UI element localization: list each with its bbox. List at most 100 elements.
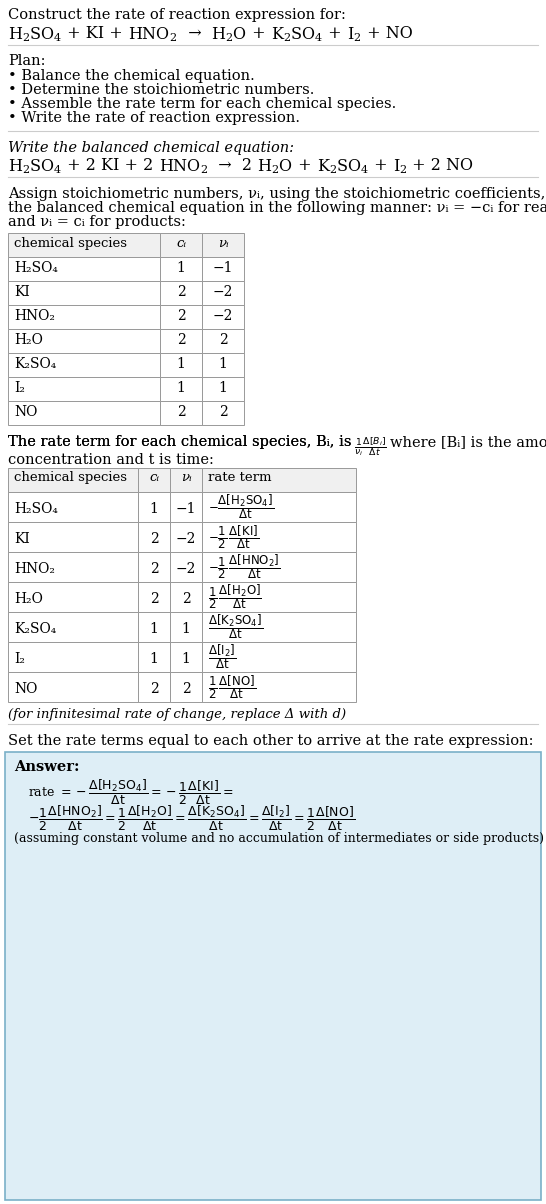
Text: −2: −2 [176, 562, 196, 576]
Bar [160, 234, 202, 256]
Bar [202, 468, 356, 492]
Bar [170, 642, 202, 672]
Text: νᵢ: νᵢ [218, 237, 228, 250]
Text: • Balance the chemical equation.: • Balance the chemical equation. [8, 69, 255, 83]
Text: −2: −2 [213, 309, 233, 323]
Bar [5, 752, 541, 1200]
Text: The rate term for each chemical species, Bᵢ, is: The rate term for each chemical species,… [8, 435, 352, 449]
Text: + NO: + NO [361, 25, 412, 42]
Bar [8, 492, 138, 523]
Text: Construct the rate of reaction expression for:: Construct the rate of reaction expressio… [8, 8, 346, 22]
Text: $\mathdefault{H_2SO_4}$: $\mathdefault{H_2SO_4}$ [8, 25, 62, 43]
Bar [170, 551, 202, 582]
Text: + 2 NO: + 2 NO [407, 157, 473, 175]
Bar [160, 305, 202, 329]
Text: Set the rate terms equal to each other to arrive at the rate expression:: Set the rate terms equal to each other t… [8, 734, 533, 748]
Bar [202, 582, 356, 612]
Bar [160, 329, 202, 353]
Text: and νᵢ = cᵢ for products:: and νᵢ = cᵢ for products: [8, 216, 186, 229]
Text: 2: 2 [176, 405, 186, 419]
Text: 2: 2 [176, 285, 186, 299]
Bar [202, 305, 244, 329]
Bar [8, 523, 138, 551]
Text: Write the balanced chemical equation:: Write the balanced chemical equation: [8, 141, 294, 155]
Text: I₂: I₂ [14, 380, 25, 395]
Text: Answer:: Answer: [14, 760, 80, 774]
Bar [170, 672, 202, 702]
Text: 1: 1 [182, 653, 191, 666]
Bar [8, 642, 138, 672]
Text: $\mathdefault{HNO_2}$: $\mathdefault{HNO_2}$ [159, 157, 208, 176]
Text: 2: 2 [176, 334, 186, 347]
Text: The rate term for each chemical species, Bᵢ, is: The rate term for each chemical species,… [8, 435, 352, 449]
Text: NO: NO [14, 405, 37, 419]
Text: $\mathdefault{H_2O}$: $\mathdefault{H_2O}$ [211, 25, 247, 43]
Text: $\mathdefault{K_2SO_4}$: $\mathdefault{K_2SO_4}$ [317, 157, 369, 176]
Bar [202, 353, 244, 377]
Text: 2: 2 [150, 592, 158, 606]
Text: 1: 1 [150, 653, 158, 666]
Text: −2: −2 [176, 532, 196, 545]
Bar [170, 492, 202, 523]
Bar [170, 582, 202, 612]
Text: concentration and t is time:: concentration and t is time: [8, 453, 214, 467]
Bar [202, 281, 244, 305]
Text: HNO₂: HNO₂ [14, 309, 55, 323]
Text: chemical species: chemical species [14, 237, 127, 250]
Bar [8, 401, 160, 425]
Bar [8, 468, 138, 492]
Text: + KI +: + KI + [62, 25, 128, 42]
Bar [202, 256, 244, 281]
Text: 1: 1 [176, 261, 186, 275]
Text: 1: 1 [150, 622, 158, 636]
Text: 2: 2 [182, 592, 191, 606]
Bar [202, 329, 244, 353]
Bar [170, 612, 202, 642]
Text: (assuming constant volume and no accumulation of intermediates or side products): (assuming constant volume and no accumul… [14, 832, 544, 845]
Bar [202, 523, 356, 551]
Text: 1: 1 [218, 380, 228, 395]
Text: K₂SO₄: K₂SO₄ [14, 622, 56, 636]
Bar [8, 582, 138, 612]
Bar [160, 377, 202, 401]
Bar [202, 234, 244, 256]
Bar [202, 401, 244, 425]
Text: $\mathdefault{H_2SO_4}$: $\mathdefault{H_2SO_4}$ [8, 157, 62, 176]
Text: Assign stoichiometric numbers, νᵢ, using the stoichiometric coefficients, cᵢ, fr: Assign stoichiometric numbers, νᵢ, using… [8, 187, 546, 201]
Bar [8, 551, 138, 582]
Text: H₂SO₄: H₂SO₄ [14, 261, 58, 275]
Bar [202, 672, 356, 702]
Text: $\dfrac{\Delta[\rm K_2SO_4]}{\Delta t}$: $\dfrac{\Delta[\rm K_2SO_4]}{\Delta t}$ [208, 613, 263, 642]
Text: 1: 1 [176, 358, 186, 371]
Text: 2: 2 [176, 309, 186, 323]
Text: rate term: rate term [208, 471, 271, 484]
Text: $-\dfrac{\Delta[\rm H_2SO_4]}{\Delta t}$: $-\dfrac{\Delta[\rm H_2SO_4]}{\Delta t}$ [208, 492, 274, 521]
Bar [8, 672, 138, 702]
Text: $\mathdefault{H_2O}$: $\mathdefault{H_2O}$ [257, 157, 293, 176]
Bar [138, 672, 170, 702]
Bar [8, 353, 160, 377]
Text: 2: 2 [218, 334, 227, 347]
Bar [170, 468, 202, 492]
Text: rate $= -\dfrac{\Delta[\rm H_2SO_4]}{\Delta t}$$= -\dfrac{1}{2}\dfrac{\Delta[\rm: rate $= -\dfrac{\Delta[\rm H_2SO_4]}{\De… [28, 778, 233, 807]
Text: $-\dfrac{1}{2}\dfrac{\Delta[\rm HNO_2]}{\Delta t}$$= \dfrac{1}{2}\dfrac{\Delta[\: $-\dfrac{1}{2}\dfrac{\Delta[\rm HNO_2]}{… [28, 804, 355, 833]
Text: where [Bᵢ] is the amount: where [Bᵢ] is the amount [390, 435, 546, 449]
Bar [202, 642, 356, 672]
Text: 1: 1 [176, 380, 186, 395]
Bar [170, 523, 202, 551]
Text: 2: 2 [182, 681, 191, 696]
Bar [138, 551, 170, 582]
Bar [8, 256, 160, 281]
Text: 1: 1 [150, 502, 158, 517]
Bar [8, 377, 160, 401]
Text: $\mathdefault{K_2SO_4}$: $\mathdefault{K_2SO_4}$ [271, 25, 323, 43]
Text: 2: 2 [218, 405, 227, 419]
Text: 1: 1 [182, 622, 191, 636]
Bar [160, 353, 202, 377]
Bar [138, 612, 170, 642]
Bar [202, 551, 356, 582]
Text: + 2 KI + 2: + 2 KI + 2 [62, 157, 159, 175]
Text: +: + [323, 25, 347, 42]
Text: +: + [293, 157, 317, 175]
Text: H₂O: H₂O [14, 592, 43, 606]
